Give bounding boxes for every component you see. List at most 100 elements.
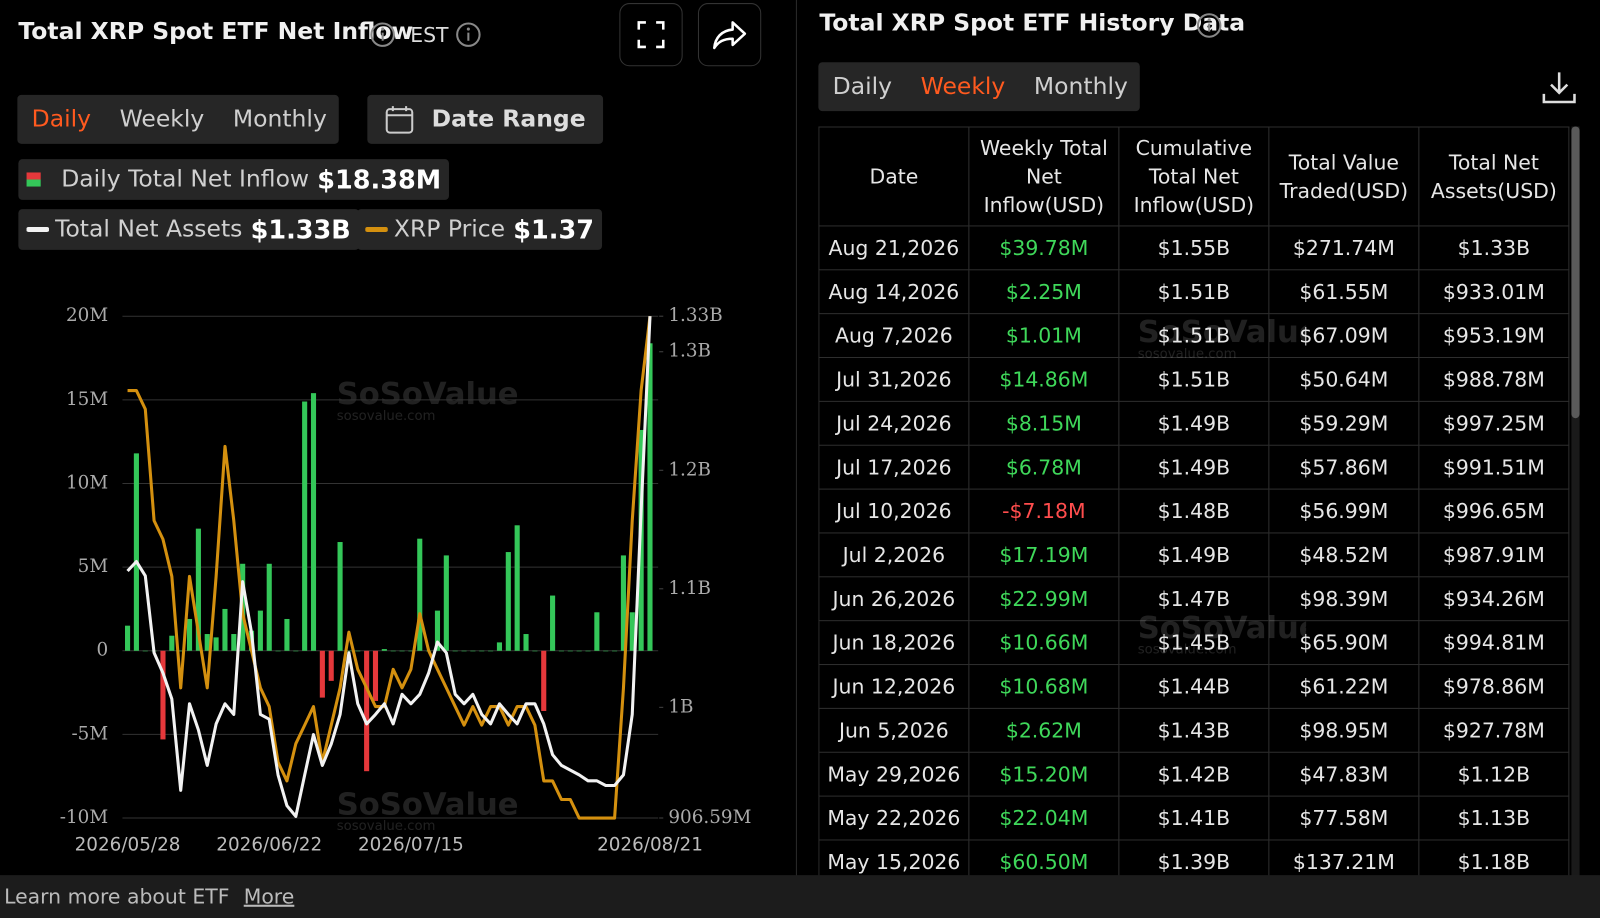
value-cell: $98.95M xyxy=(1268,707,1420,753)
bar xyxy=(417,538,423,651)
y2-tick-label: 1.33B xyxy=(668,305,722,326)
bar xyxy=(364,650,370,772)
timezone[interactable]: EST xyxy=(410,22,449,47)
bar xyxy=(603,650,609,652)
bar xyxy=(204,634,210,651)
date-cell: Aug 21,2026 xyxy=(818,225,970,271)
y2-tick-label: 906.59M xyxy=(668,807,751,828)
tab[interactable]: Daily xyxy=(832,73,893,100)
y-tick-label: 10M xyxy=(66,472,108,493)
date-range-button[interactable]: Date Range xyxy=(367,94,604,144)
table-row: Jun 5,2026 $2.62M $1.43B $98.95M $927.78M xyxy=(818,707,1570,753)
value-cell: $1.18B xyxy=(1418,839,1570,878)
watermark-site: sosovalue.com xyxy=(1138,643,1237,658)
watermark-site: sosovalue.com xyxy=(1138,347,1237,362)
table-viewport: Date Weekly Total Net Inflow(USD) Cumulati… xyxy=(818,126,1570,878)
value-cell: $61.55M xyxy=(1268,269,1420,315)
value-cell: $988.78M xyxy=(1418,356,1570,402)
bar xyxy=(452,650,458,652)
date-cell: Jul 24,2026 xyxy=(818,400,970,446)
fullscreen-button[interactable] xyxy=(619,3,683,67)
legend-swatch xyxy=(26,226,49,233)
table-row: Jul 31,2026 $14.86M $1.51B $50.64M $988.78M xyxy=(818,356,1570,402)
date-cell: Jun 26,2026 xyxy=(818,576,970,622)
bar xyxy=(399,650,405,652)
tab[interactable]: Weekly xyxy=(119,106,205,133)
share-button[interactable] xyxy=(697,3,762,67)
download-icon[interactable] xyxy=(1541,69,1578,106)
value-cell: $15.20M xyxy=(968,751,1120,797)
bar xyxy=(355,650,361,652)
bar xyxy=(293,650,299,652)
bar xyxy=(133,453,139,651)
value-cell: $48.52M xyxy=(1268,532,1420,578)
info-icon[interactable] xyxy=(455,21,482,48)
date-cell: Jul 31,2026 xyxy=(818,356,970,402)
y-tick-label: 15M xyxy=(66,389,108,410)
bar xyxy=(346,650,352,652)
value-cell: $6.78M xyxy=(968,444,1120,490)
footer-text: Learn more about ETF xyxy=(4,884,230,909)
bar xyxy=(231,634,237,651)
value-cell: $991.51M xyxy=(1418,444,1570,490)
period-tabs: Daily Weekly Monthly xyxy=(17,94,339,144)
column-header: Weekly Total Net Inflow(USD) xyxy=(968,126,1120,227)
value-cell: $1.44B xyxy=(1118,664,1270,709)
watermark-brand: SoSoValue xyxy=(337,377,519,412)
info-icon[interactable] xyxy=(1196,12,1223,39)
panel-title: Total XRP Spot ETF Net Inflow xyxy=(18,18,414,45)
value-cell: $10.66M xyxy=(968,620,1120,666)
y2-tick-label: 1.2B xyxy=(668,459,711,480)
bar xyxy=(372,650,379,701)
value-cell: $996.65M xyxy=(1418,488,1570,534)
value-cell: $77.58M xyxy=(1268,795,1420,841)
bar xyxy=(310,393,317,651)
value-cell: $1.48B xyxy=(1118,488,1270,534)
value-cell: $1.47B xyxy=(1118,576,1270,622)
value-cell: $997.25M xyxy=(1418,400,1570,446)
date-cell: May 29,2026 xyxy=(818,751,970,797)
date-cell: Aug 14,2026 xyxy=(818,269,970,315)
date-cell: Jul 17,2026 xyxy=(818,444,970,490)
date-cell: Jun 12,2026 xyxy=(818,664,970,709)
value-cell: $987.91M xyxy=(1418,532,1570,578)
table-row: Jun 12,2026 $10.68M $1.44B $61.22M $978.86M xyxy=(818,664,1570,709)
value-cell: $927.78M xyxy=(1418,707,1570,753)
share-icon xyxy=(713,21,747,50)
tab[interactable]: Monthly xyxy=(1033,73,1128,100)
value-cell: $978.86M xyxy=(1418,664,1570,709)
bar xyxy=(337,542,343,651)
value-cell: $1.51B xyxy=(1118,269,1270,315)
date-cell: Jun 5,2026 xyxy=(818,707,970,753)
history-tabs: Daily Weekly Monthly xyxy=(818,62,1140,112)
x-tick-label: 2026/07/15 xyxy=(358,835,464,856)
value-cell: $1.39B xyxy=(1118,839,1270,878)
y-tick-label: -5M xyxy=(71,723,108,744)
legend-value: $1.37 xyxy=(513,214,594,245)
scrollbar-thumb[interactable] xyxy=(1571,126,1580,419)
bar xyxy=(275,650,281,652)
value-cell: $953.19M xyxy=(1418,313,1570,359)
date-cell: Aug 7,2026 xyxy=(818,313,970,359)
column-header: Cumulative Total Net Inflow(USD) xyxy=(1118,126,1270,227)
value-cell: $994.81M xyxy=(1418,620,1570,666)
tab[interactable]: Monthly xyxy=(232,106,327,133)
date-range-label: Date Range xyxy=(431,106,586,133)
bar xyxy=(213,637,219,651)
bar xyxy=(505,552,511,651)
value-cell: $39.78M xyxy=(968,225,1120,271)
bar xyxy=(488,650,494,652)
tab[interactable]: Daily xyxy=(31,106,92,133)
info-icon[interactable] xyxy=(369,21,396,48)
bar xyxy=(195,528,201,651)
footer-link[interactable]: More xyxy=(243,884,295,909)
bar xyxy=(222,608,228,651)
bar xyxy=(576,650,582,652)
tab[interactable]: Weekly xyxy=(920,73,1006,100)
value-cell: $8.15M xyxy=(968,400,1120,446)
value-cell: $1.49B xyxy=(1118,532,1270,578)
table-row: Aug 21,2026 $39.78M $1.55B $271.74M $1.33B xyxy=(818,225,1570,271)
watermark-brand: SoSoValue xyxy=(1138,611,1306,646)
bar xyxy=(585,650,591,652)
